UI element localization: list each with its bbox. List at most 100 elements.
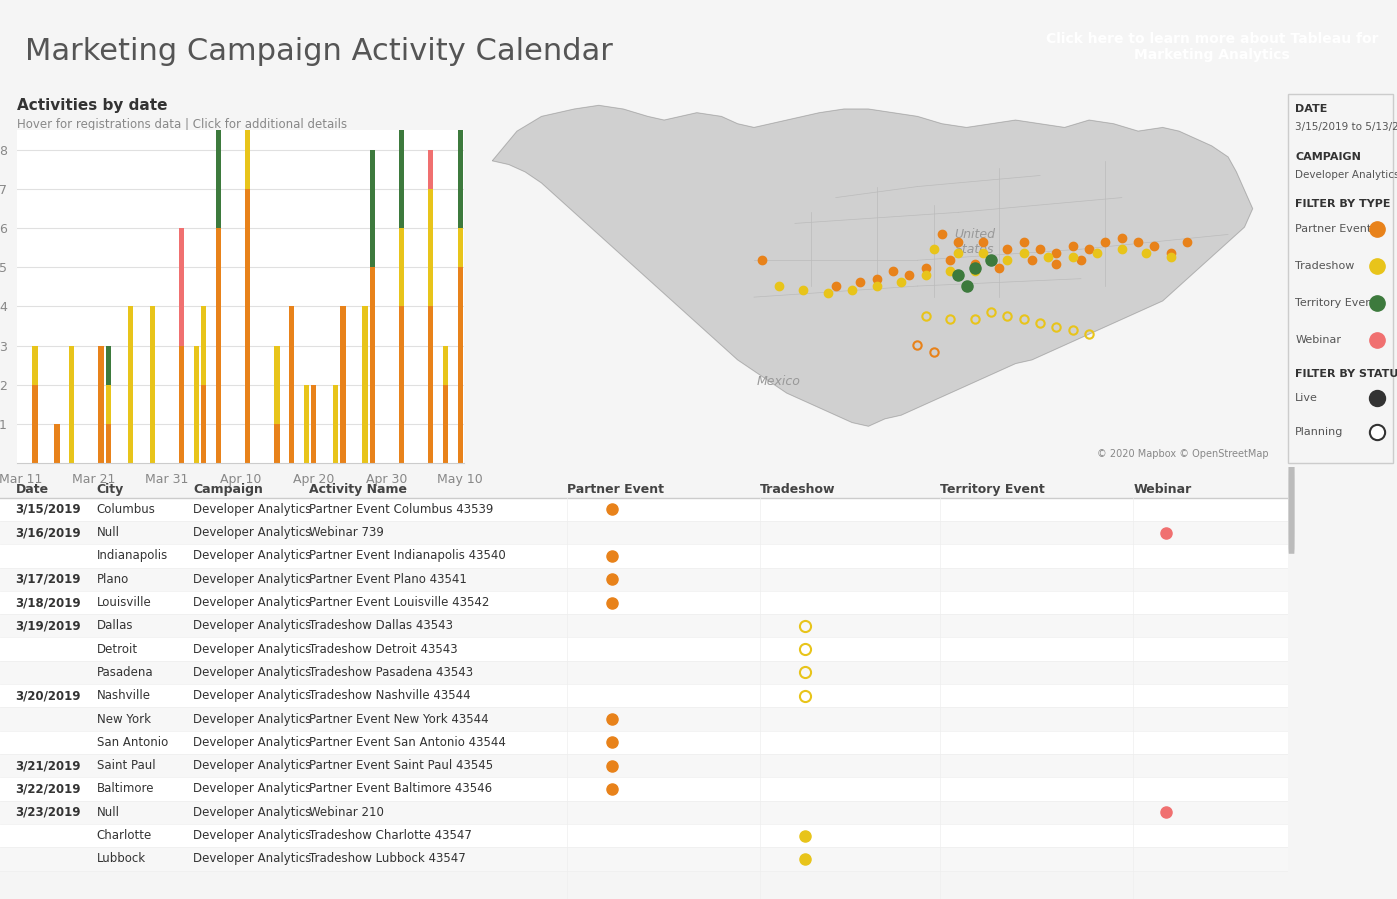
Text: Click here to learn more about Tableau for
Marketing Analytics: Click here to learn more about Tableau f…: [1045, 32, 1379, 62]
Text: Developer Analytics: Developer Analytics: [193, 852, 312, 866]
FancyBboxPatch shape: [0, 661, 1288, 684]
Text: Developer Analytics: Developer Analytics: [193, 829, 312, 842]
Text: Developer Analytics: Developer Analytics: [193, 643, 312, 655]
Bar: [457, 267, 462, 463]
Text: Developer Analytics: Developer Analytics: [193, 736, 312, 749]
Text: Partner Event Columbus 43539: Partner Event Columbus 43539: [309, 503, 493, 516]
Bar: [127, 307, 133, 463]
Text: Developer Analytics: Developer Analytics: [193, 690, 312, 702]
Bar: [106, 423, 110, 463]
Text: Charlotte: Charlotte: [96, 829, 152, 842]
Text: Dallas: Dallas: [96, 619, 133, 632]
Bar: [457, 111, 462, 228]
FancyBboxPatch shape: [0, 614, 1288, 637]
FancyBboxPatch shape: [0, 801, 1288, 823]
Text: Detroit: Detroit: [96, 643, 138, 655]
Text: Partner Event New York 43544: Partner Event New York 43544: [309, 713, 489, 725]
FancyBboxPatch shape: [0, 778, 1288, 801]
Bar: [429, 150, 433, 189]
Text: Date: Date: [15, 483, 49, 495]
Bar: [370, 150, 374, 267]
Bar: [400, 72, 404, 111]
Bar: [400, 307, 404, 463]
Text: Partner Event Saint Paul 43545: Partner Event Saint Paul 43545: [309, 759, 493, 772]
Text: Null: Null: [96, 526, 120, 539]
Bar: [370, 267, 374, 463]
Text: Tradeshow Nashville 43544: Tradeshow Nashville 43544: [309, 690, 471, 702]
FancyBboxPatch shape: [0, 823, 1288, 847]
Text: Developer Analytics: Developer Analytics: [193, 549, 312, 563]
Text: Partner Event Louisville 43542: Partner Event Louisville 43542: [309, 596, 489, 609]
Bar: [303, 385, 309, 463]
Text: Webinar 210: Webinar 210: [309, 806, 384, 819]
Bar: [429, 307, 433, 463]
Text: CAMPAIGN: CAMPAIGN: [1295, 152, 1361, 162]
Text: Baltimore: Baltimore: [96, 782, 154, 796]
Text: Tradeshow Detroit 43543: Tradeshow Detroit 43543: [309, 643, 458, 655]
Text: Webinar 739: Webinar 739: [309, 526, 384, 539]
Bar: [274, 423, 279, 463]
Text: Developer Analytics: Developer Analytics: [193, 573, 312, 586]
Text: Webinar: Webinar: [1295, 334, 1341, 344]
Text: Developer Analytics: Developer Analytics: [193, 619, 312, 632]
Bar: [179, 228, 184, 345]
Text: Marketing Campaign Activity Calendar: Marketing Campaign Activity Calendar: [25, 38, 613, 67]
Bar: [244, 189, 250, 463]
Bar: [429, 189, 433, 307]
Text: Tradeshow Pasadena 43543: Tradeshow Pasadena 43543: [309, 666, 474, 679]
FancyBboxPatch shape: [0, 521, 1288, 544]
Text: Saint Paul: Saint Paul: [96, 759, 155, 772]
Text: Mexico: Mexico: [757, 376, 800, 388]
Text: Columbus: Columbus: [96, 503, 155, 516]
Text: 3/21/2019: 3/21/2019: [15, 759, 81, 772]
Bar: [106, 385, 110, 423]
FancyBboxPatch shape: [0, 708, 1288, 731]
Text: Developer Analytics: Developer Analytics: [193, 503, 312, 516]
Text: 3/18/2019: 3/18/2019: [15, 596, 81, 609]
Bar: [274, 345, 279, 423]
Bar: [400, 111, 404, 228]
Text: Live: Live: [1295, 394, 1319, 404]
Bar: [68, 345, 74, 463]
Text: 3/17/2019: 3/17/2019: [15, 573, 81, 586]
FancyBboxPatch shape: [0, 591, 1288, 614]
FancyBboxPatch shape: [0, 754, 1288, 778]
Bar: [400, 228, 404, 307]
Text: Louisville: Louisville: [96, 596, 151, 609]
Bar: [215, 228, 221, 463]
Text: Hover for registrations data | Click for additional details: Hover for registrations data | Click for…: [17, 119, 346, 131]
Text: Developer Analytics: Developer Analytics: [193, 759, 312, 772]
Text: Planning: Planning: [1295, 427, 1344, 437]
FancyBboxPatch shape: [1288, 458, 1295, 554]
Text: Null: Null: [96, 806, 120, 819]
Text: 3/19/2019: 3/19/2019: [15, 619, 81, 632]
FancyBboxPatch shape: [0, 544, 1288, 567]
Text: Webinar: Webinar: [1133, 483, 1192, 495]
Text: Developer Analytics: Developer Analytics: [193, 806, 312, 819]
Text: United
States: United States: [954, 227, 995, 256]
Text: Tradeshow Charlotte 43547: Tradeshow Charlotte 43547: [309, 829, 472, 842]
Text: Developer Analytics: Developer Analytics: [193, 713, 312, 725]
Text: Tradeshow: Tradeshow: [760, 483, 835, 495]
Bar: [332, 385, 338, 463]
Bar: [457, 228, 462, 267]
Bar: [341, 307, 345, 463]
Bar: [443, 345, 448, 385]
Text: Campaign: Campaign: [193, 483, 263, 495]
Text: © 2020 Mapbox © OpenStreetMap: © 2020 Mapbox © OpenStreetMap: [1097, 450, 1268, 459]
FancyBboxPatch shape: [0, 684, 1288, 708]
Bar: [244, 0, 250, 111]
FancyBboxPatch shape: [0, 731, 1288, 754]
Bar: [244, 111, 250, 189]
Bar: [32, 385, 38, 463]
Text: Tradeshow: Tradeshow: [1295, 261, 1355, 271]
Text: 3/23/2019: 3/23/2019: [15, 806, 81, 819]
FancyBboxPatch shape: [0, 847, 1288, 870]
Text: Partner Event: Partner Event: [567, 483, 664, 495]
Text: 3/22/2019: 3/22/2019: [15, 782, 81, 796]
Bar: [215, 32, 221, 228]
Bar: [201, 385, 207, 463]
FancyBboxPatch shape: [0, 637, 1288, 661]
Bar: [179, 345, 184, 463]
Text: 3/16/2019: 3/16/2019: [15, 526, 81, 539]
